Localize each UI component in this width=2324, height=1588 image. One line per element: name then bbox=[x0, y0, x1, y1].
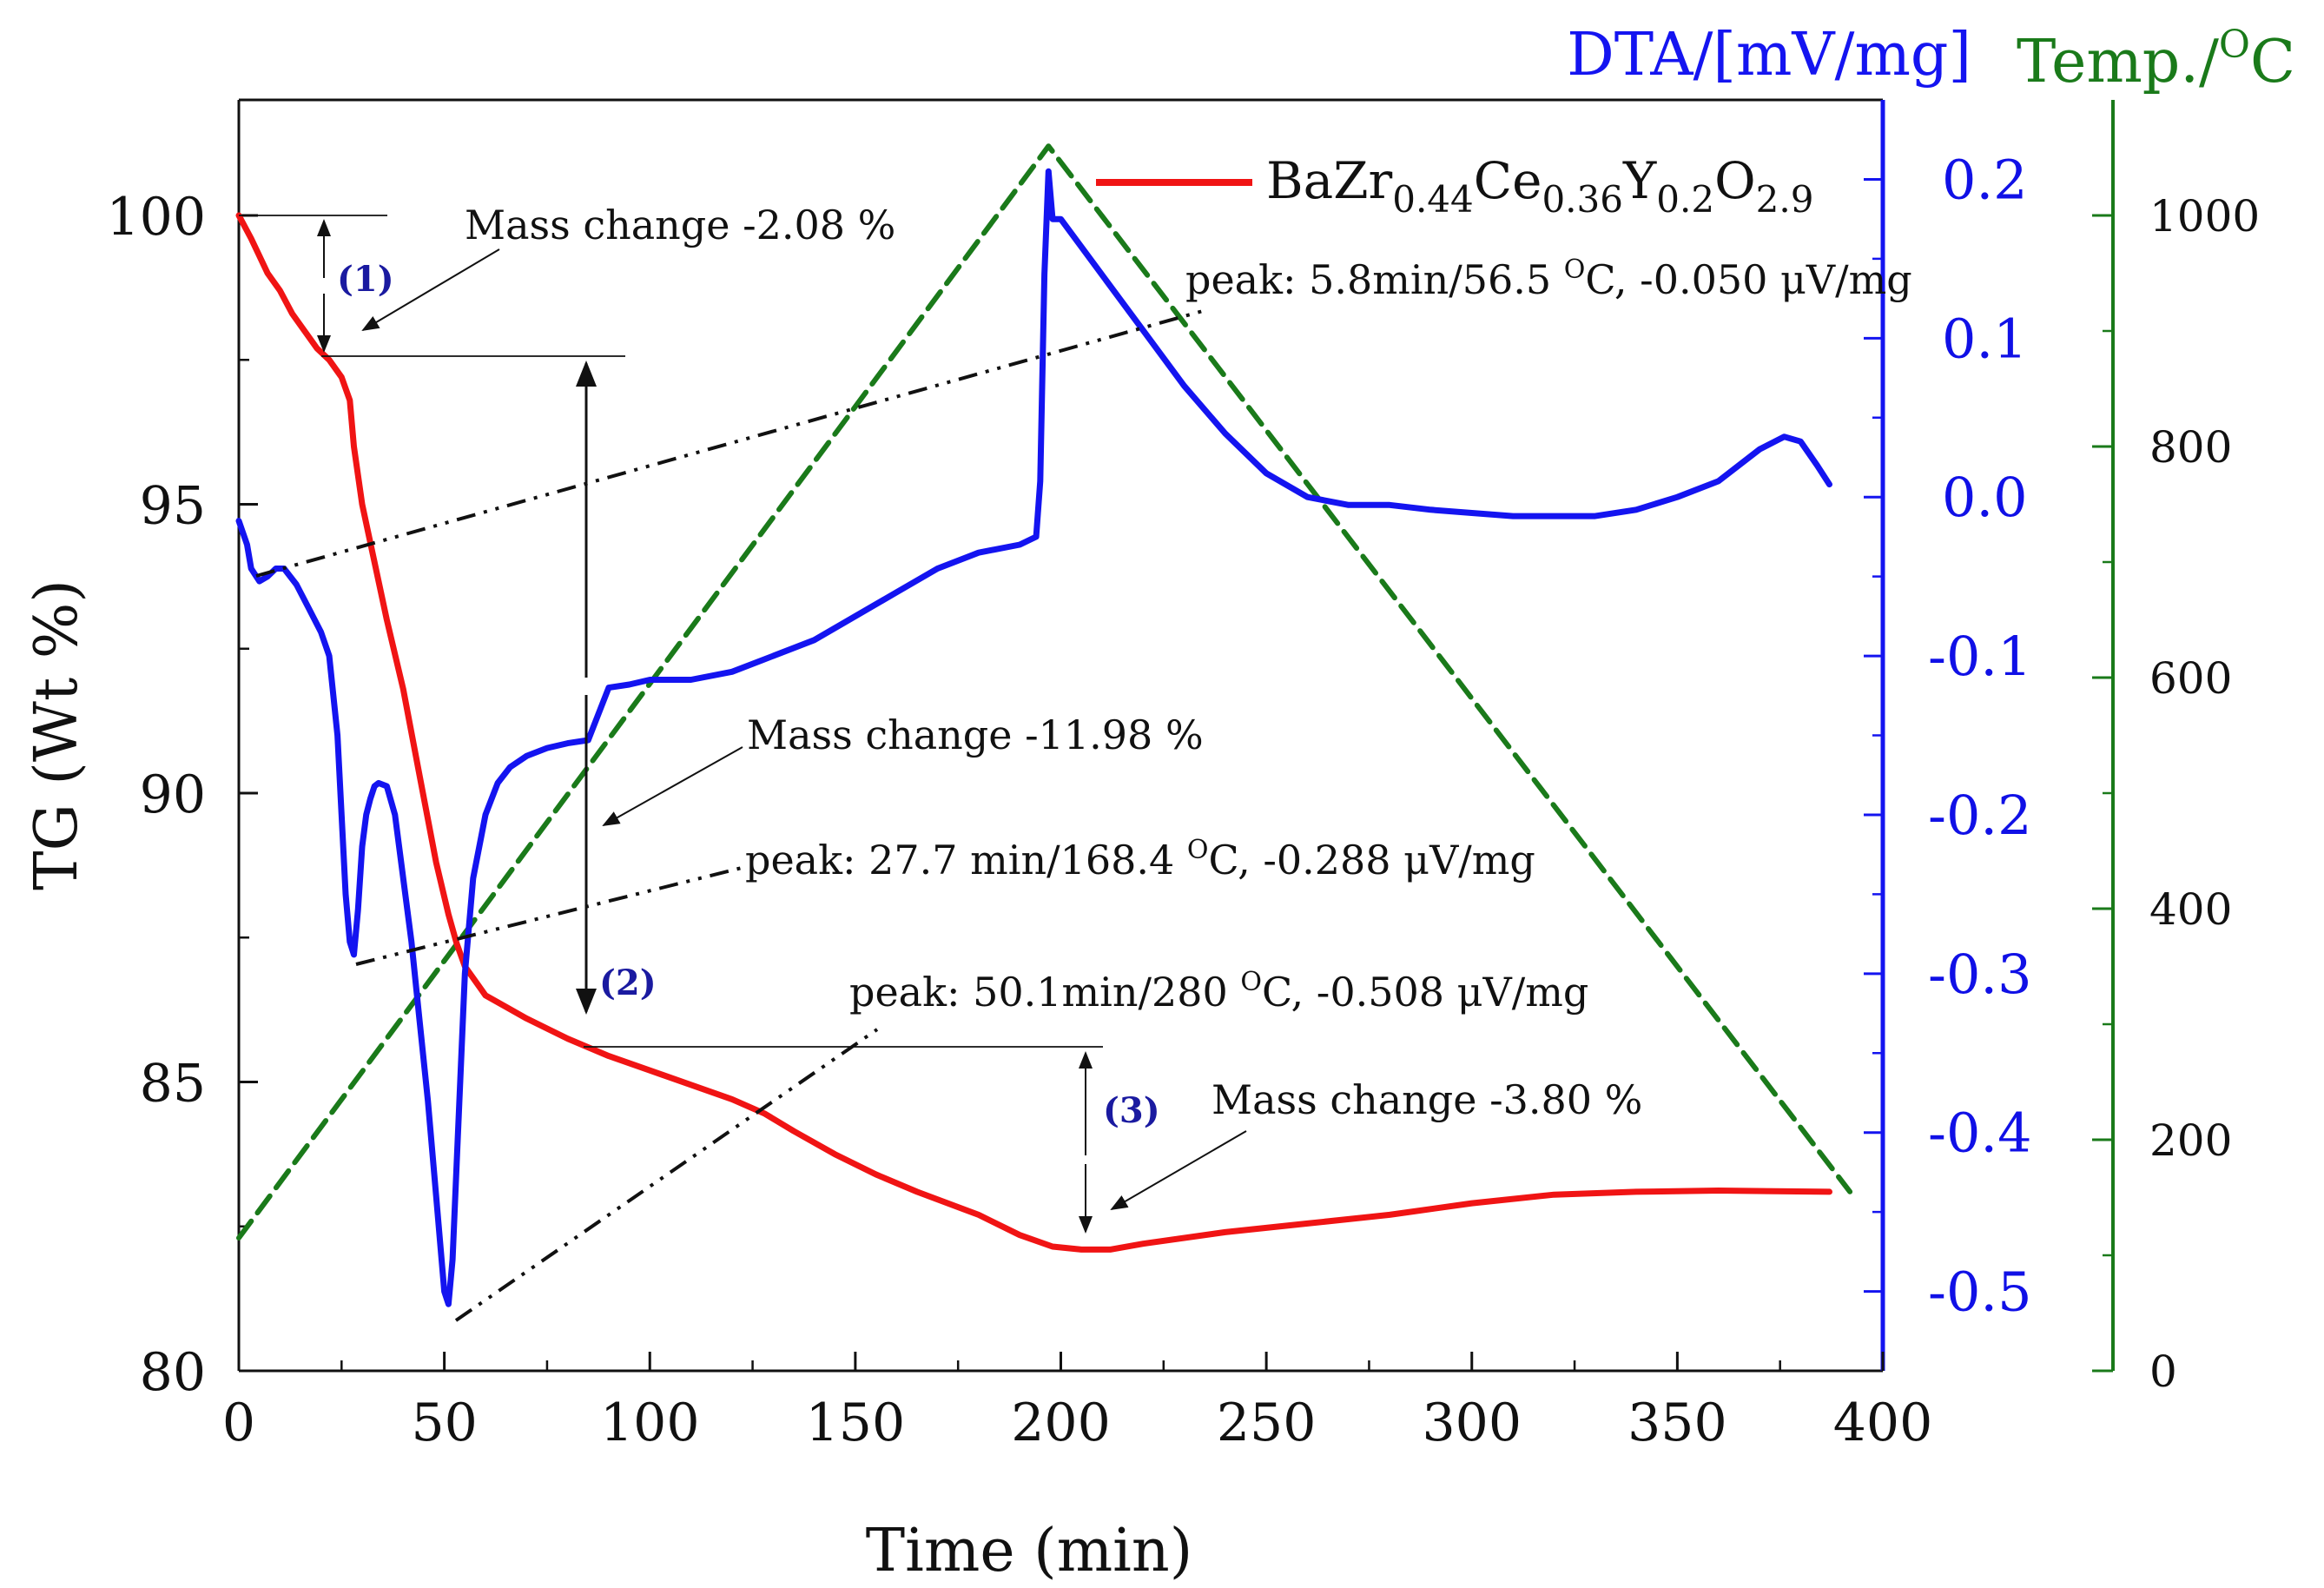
tg-tick-label: 100 bbox=[106, 187, 206, 248]
temp-tick-label: 200 bbox=[2149, 1115, 2232, 1166]
annotation-peak1-rest: C, -0.050 μV/mg bbox=[1585, 256, 1911, 303]
temp-axis-title: Temp./OC bbox=[2017, 23, 2295, 96]
mass2-pointer bbox=[602, 746, 743, 826]
x-tick-label: 250 bbox=[1217, 1393, 1317, 1453]
legend-part: 0.2 bbox=[1656, 178, 1714, 221]
annotation-mass2: Mass change -11.98 % bbox=[747, 711, 1204, 758]
dta-tick-label: 0.0 bbox=[1942, 466, 2028, 529]
dta-tick-label: 0.2 bbox=[1942, 148, 2028, 211]
x-tick-label: 150 bbox=[806, 1393, 906, 1453]
tg-line bbox=[235, 212, 1832, 1253]
annotation-step1: (1) bbox=[337, 259, 394, 300]
temp-tick-label: 1000 bbox=[2149, 191, 2260, 242]
legend-part: O bbox=[1714, 151, 1756, 210]
annotation-mass1: Mass change -2.08 % bbox=[465, 202, 895, 248]
annotation-peak2: peak: 27.7 min/168.4 OC, -0.288 μV/mg bbox=[745, 835, 1535, 883]
x-tick-label: 300 bbox=[1422, 1393, 1522, 1453]
temp-tick-label: 0 bbox=[2149, 1346, 2177, 1397]
x-tick-label: 0 bbox=[222, 1393, 255, 1453]
legend-part: Y bbox=[1622, 151, 1657, 210]
dta-axis-title: DTA/[mV/mg] bbox=[1567, 21, 1971, 89]
legend-part: BaZr bbox=[1266, 151, 1393, 210]
temp-axis-title-unit: C bbox=[2250, 28, 2295, 96]
dta-tick-label: 0.1 bbox=[1942, 307, 2028, 370]
temperature-line bbox=[236, 143, 1853, 1241]
temp-axis-title-text: Temp./ bbox=[2017, 28, 2219, 96]
annotation-peak3-rest: C, -0.508 μV/mg bbox=[1262, 969, 1588, 1016]
temp-tick-label: 400 bbox=[2149, 884, 2232, 935]
annotation-peak2-rest: C, -0.288 μV/mg bbox=[1209, 837, 1535, 883]
temp-axis-title-sup: O bbox=[2219, 23, 2250, 67]
dta-line bbox=[235, 168, 1832, 1307]
annotation-peak3: peak: 50.1min/280 OC, -0.508 μV/mg bbox=[849, 967, 1588, 1016]
annotation-mass3: Mass change -3.80 % bbox=[1212, 1076, 1642, 1123]
annotation-peak1-sup: O bbox=[1564, 255, 1586, 285]
peak2-leader bbox=[355, 865, 746, 966]
peak3-leader bbox=[454, 1028, 879, 1322]
data-series bbox=[235, 143, 1853, 1307]
x-tick-label: 350 bbox=[1627, 1393, 1727, 1453]
x-tick-label: 200 bbox=[1011, 1393, 1111, 1453]
dta-tick-label: -0.3 bbox=[1928, 943, 2032, 1006]
annotation-peak3-sup: O bbox=[1240, 967, 1262, 997]
temp-tick-label: 800 bbox=[2149, 422, 2232, 473]
legend-part: 2.9 bbox=[1756, 178, 1814, 221]
legend-part: 0.44 bbox=[1392, 178, 1474, 221]
x-tick-label: 400 bbox=[1833, 1393, 1933, 1453]
legend-part: 0.36 bbox=[1542, 178, 1623, 221]
peak1-leader bbox=[255, 309, 1204, 578]
x-axis-title: Time (min) bbox=[866, 1517, 1193, 1585]
axis-ticks: 0 50 100 150 200 250 300 350 400 80 85 90 95 100 -0.5 -… bbox=[106, 148, 2260, 1453]
tg-axis-title: TG (Wt %) bbox=[23, 579, 91, 890]
temp-tick-label: 600 bbox=[2149, 653, 2232, 704]
tg-tick-label: 90 bbox=[140, 764, 206, 825]
dta-tick-label: -0.4 bbox=[1928, 1102, 2032, 1165]
annotation-step2: (2) bbox=[599, 963, 657, 1003]
annotation-peak1: peak: 5.8min/56.5 OC, -0.050 μV/mg bbox=[1185, 255, 1912, 303]
annotation-peak2-text: peak: 27.7 min/168.4 bbox=[745, 837, 1187, 883]
tg-tick-label: 95 bbox=[140, 476, 206, 537]
legend-label-tg: BaZr0.44Ce0.36Y0.2O2.9 bbox=[1266, 151, 1813, 221]
tg-tick-label: 80 bbox=[140, 1342, 206, 1403]
tg-tick-label: 85 bbox=[140, 1054, 206, 1115]
mass1-pointer bbox=[361, 248, 500, 332]
x-tick-label: 50 bbox=[411, 1393, 477, 1453]
dta-tick-label: -0.1 bbox=[1928, 625, 2032, 688]
annotation-step3: (3) bbox=[1103, 1090, 1160, 1131]
x-tick-label: 100 bbox=[600, 1393, 700, 1453]
annotation-peak1-text: peak: 5.8min/56.5 bbox=[1185, 256, 1564, 303]
annotation-lines bbox=[239, 215, 1247, 1322]
legend-part: Ce bbox=[1474, 151, 1542, 210]
annotation-peak2-sup: O bbox=[1187, 835, 1209, 865]
mass3-pointer bbox=[1110, 1130, 1247, 1211]
dta-tick-label: -0.2 bbox=[1928, 784, 2032, 847]
annotation-peak3-text: peak: 50.1min/280 bbox=[849, 969, 1240, 1016]
dta-tick-label: -0.5 bbox=[1928, 1260, 2032, 1324]
